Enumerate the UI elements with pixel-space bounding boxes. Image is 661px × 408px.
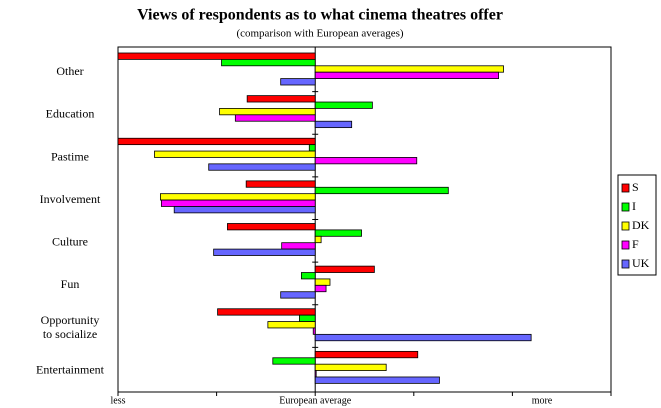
y-tick-label: Other [56, 64, 83, 78]
y-tick-label: Opportunity to socialize [41, 313, 100, 341]
bar [314, 235, 322, 244]
bar [314, 284, 327, 293]
legend-swatch [621, 183, 630, 193]
legend-label: I [632, 199, 636, 213]
bar [314, 157, 418, 165]
bar [314, 101, 373, 109]
bar [314, 278, 331, 286]
bar [221, 59, 316, 67]
x-tick-label: European average [279, 395, 351, 406]
bar [280, 291, 316, 299]
chart-title: Views of respondents as to what cinema t… [137, 7, 503, 24]
bar [246, 95, 316, 103]
legend-label: UK [632, 256, 650, 270]
plot-frame [117, 46, 612, 393]
y-tick-label: Education [46, 107, 95, 121]
y-tick-label: Fun [61, 277, 80, 291]
bar [314, 265, 375, 273]
bar [314, 350, 419, 359]
legend-swatch [621, 221, 630, 231]
bar [314, 71, 499, 79]
bar [160, 199, 316, 207]
legend-swatch [621, 259, 630, 269]
bar [314, 65, 504, 73]
bar [154, 150, 316, 158]
bar [314, 370, 317, 378]
bar [234, 114, 316, 122]
bar [117, 137, 316, 146]
bar [217, 308, 316, 316]
bar [314, 376, 440, 384]
bar [159, 193, 316, 201]
bar [299, 314, 316, 322]
bar [117, 52, 316, 60]
bar [245, 180, 316, 188]
bar [280, 78, 316, 86]
bar [314, 363, 387, 371]
bar [314, 333, 532, 342]
bar [314, 229, 362, 237]
x-tick-label: more [532, 395, 553, 406]
bar [308, 144, 316, 152]
legend-label: F [632, 237, 639, 251]
bar [208, 163, 316, 171]
bar [219, 108, 316, 116]
legend-swatch [621, 240, 630, 250]
bar [173, 206, 316, 214]
bar [281, 242, 316, 250]
bar [227, 223, 316, 231]
bar [267, 321, 316, 329]
bar [314, 186, 449, 195]
legend-label: DK [632, 218, 650, 232]
legend-label: S [632, 180, 639, 194]
bar [312, 327, 316, 335]
chart-subtitle: (comparison with European averages) [236, 28, 403, 40]
bar [272, 357, 316, 365]
y-tick-label: Pastime [51, 149, 89, 163]
y-tick-label: Involvement [40, 192, 101, 206]
legend-swatch [621, 202, 630, 212]
bar [213, 248, 316, 256]
bar [314, 120, 353, 129]
y-tick-label: Entertainment [36, 362, 105, 376]
bar [300, 272, 316, 280]
x-tick-label: less [111, 395, 126, 406]
y-tick-label: Culture [52, 235, 88, 249]
